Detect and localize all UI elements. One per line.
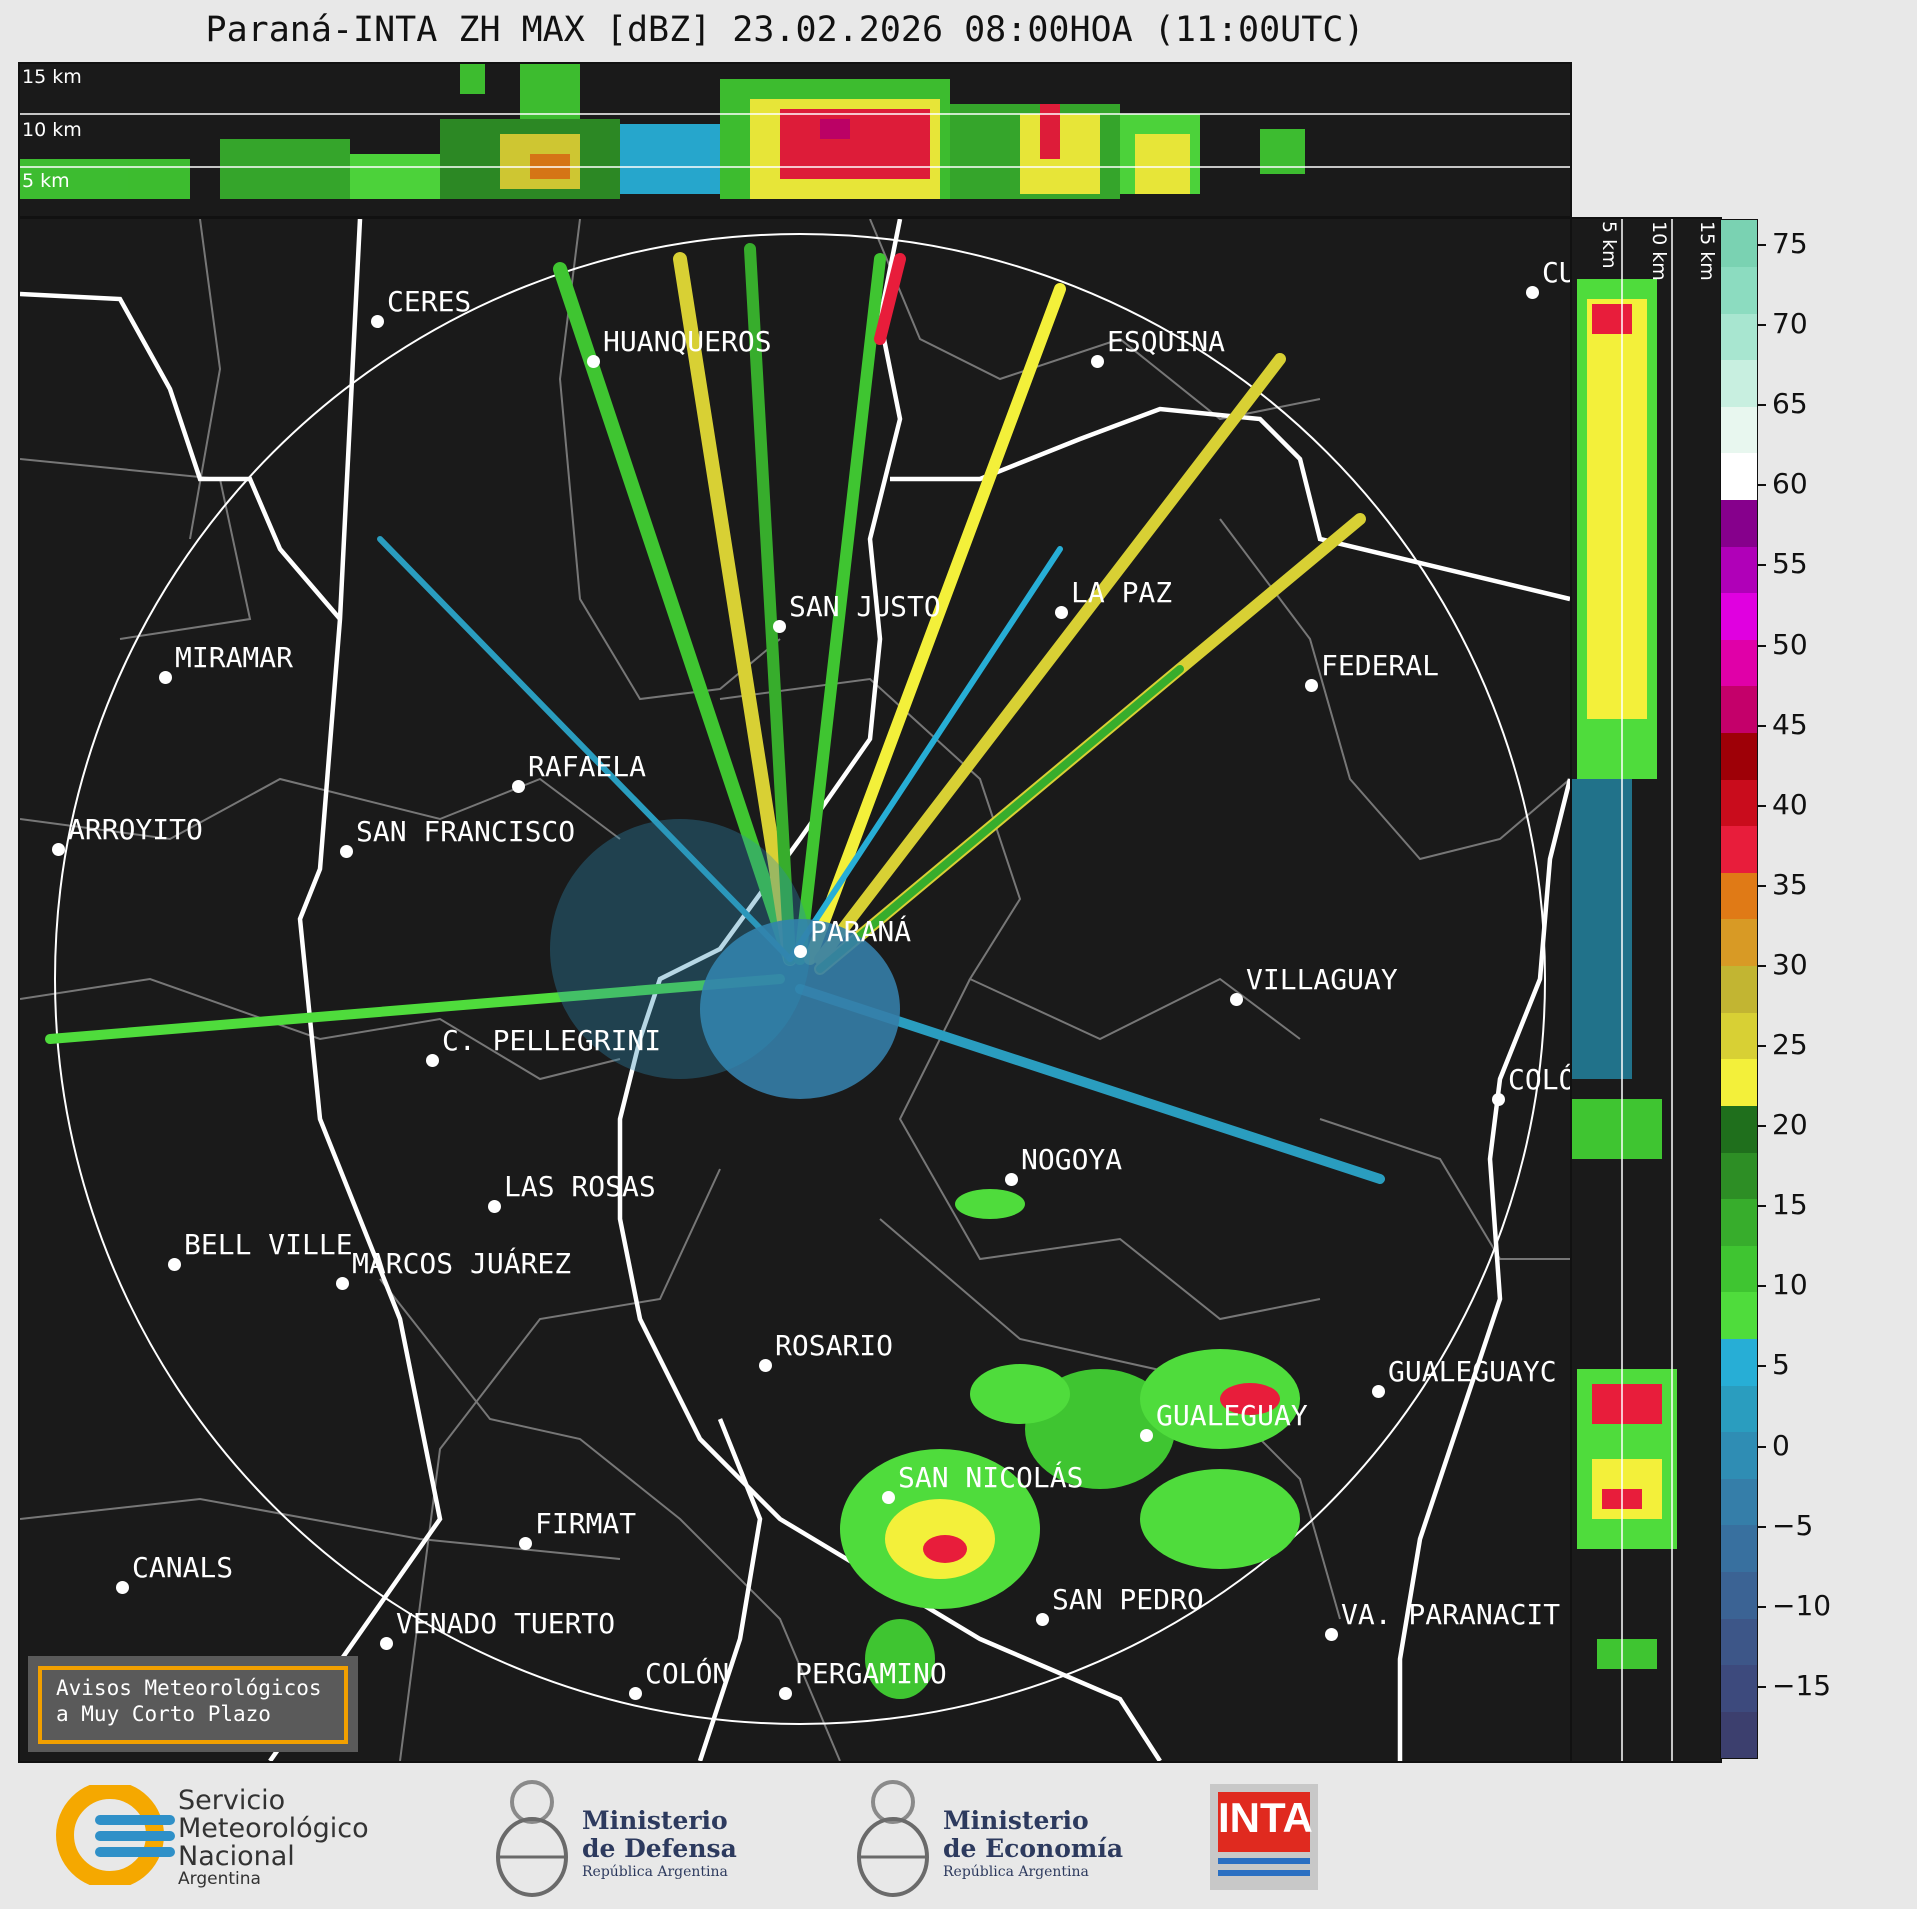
map-title: Paraná-INTA ZH MAX [dBZ] 23.02.2026 08:0… (205, 10, 1365, 50)
inta-logo: INTA (1210, 1784, 1318, 1890)
colorbar-tick-label: 30 (1772, 947, 1808, 981)
colorbar-tick-label: 15 (1772, 1188, 1808, 1222)
colorbar-tick (1758, 1445, 1766, 1448)
colorbar-segment (1721, 779, 1757, 827)
radar-range-ring (54, 233, 1546, 1725)
colorbar-tick-label: 60 (1772, 467, 1808, 501)
colorbar-tick-label: 20 (1772, 1108, 1808, 1142)
colorbar-segment (1721, 1058, 1757, 1106)
radar-map-panel: CERES HUANQUEROS ESQUINA CU SAN JUSTO LA… (18, 217, 1572, 1763)
colorbar-segment (1721, 1664, 1757, 1712)
inta-logo-text: INTA (1218, 1794, 1313, 1841)
colorbar-segment (1721, 1618, 1757, 1666)
height-label-15km: 15 km (22, 66, 82, 88)
ministerio-defensa-logo: Ministerio de Defensa República Argentin… (492, 1772, 752, 1902)
colorbar-tick-label: 25 (1772, 1028, 1808, 1061)
colorbar-tick (1758, 1605, 1766, 1608)
colorbar-segment (1721, 1711, 1757, 1759)
colorbar-tick (1758, 644, 1766, 647)
colorbar-segment (1721, 965, 1757, 1013)
height-label-10km: 10 km (22, 119, 82, 141)
colorbar-tick-label: 5 (1772, 1348, 1790, 1382)
storm-cells (840, 1189, 1300, 1699)
colorbar-segment (1721, 592, 1757, 640)
coat-of-arms-icon (857, 1780, 929, 1897)
warning-line-2: a Muy Corto Plazo (56, 1702, 271, 1726)
colorbar-segment (1721, 686, 1757, 734)
right-height-label-15km: 15 km (1696, 221, 1718, 281)
colorbar-tick-label: 0 (1772, 1428, 1790, 1462)
colorbar-tick-label: 45 (1772, 707, 1808, 741)
warning-line-1: Avisos Meteorológicos (56, 1676, 322, 1700)
colorbar-segment (1721, 1478, 1757, 1526)
colorbar-segment (1721, 266, 1757, 314)
colorbar-tick (1758, 1365, 1766, 1368)
colorbar-segment (1721, 1105, 1757, 1153)
radar-map (20, 219, 1570, 1761)
colorbar-tick-label: −10 (1772, 1588, 1832, 1622)
colorbar-tick-label: 50 (1772, 627, 1808, 661)
ministerio-economia-logo: Ministerio de Economía República Argenti… (853, 1772, 1133, 1902)
right-height-label-10km: 10 km (1648, 221, 1670, 281)
colorbar-segment (1721, 825, 1757, 873)
colorbar-segment (1721, 313, 1757, 361)
colorbar-segment (1721, 499, 1757, 547)
colorbar-segment (1721, 1385, 1757, 1433)
colorbar-tick (1758, 1045, 1766, 1047)
colorbar-tick (1758, 884, 1766, 887)
colorbar-segment (1721, 872, 1757, 920)
radar-echoes (45, 243, 1385, 1184)
colorbar-tick (1758, 564, 1766, 567)
colorbar-tick-label: 10 (1772, 1268, 1808, 1302)
top-cross-section-echoes (20, 64, 1570, 199)
colorbar-tick (1758, 404, 1766, 407)
top-cross-section-panel: 15 km 10 km 5 km (18, 62, 1572, 218)
colorbar-segment (1721, 220, 1757, 267)
colorbar-tick (1758, 1685, 1766, 1688)
colorbar-segment (1721, 1245, 1757, 1293)
warning-badge[interactable]: Avisos Meteorológicos a Muy Corto Plazo (28, 1656, 358, 1752)
colorbar-tick (1758, 484, 1766, 487)
colorbar-segment (1721, 1338, 1757, 1386)
dbz-colorbar (1720, 219, 1758, 1759)
colorbar-tick (1758, 1205, 1766, 1208)
right-cross-section-echoes (1572, 219, 1677, 1761)
colorbar-segment (1721, 1152, 1757, 1200)
coat-of-arms-icon (496, 1780, 568, 1897)
colorbar-segment (1721, 919, 1757, 967)
colorbar-segment (1721, 359, 1757, 407)
colorbar-segment (1721, 1571, 1757, 1619)
colorbar-tick-label: 40 (1772, 787, 1808, 821)
colorbar-tick (1758, 804, 1766, 807)
colorbar-tick (1758, 1525, 1766, 1528)
colorbar-tick-label: 65 (1772, 387, 1808, 421)
colorbar-tick-label: −15 (1772, 1668, 1832, 1702)
colorbar-tick (1758, 324, 1766, 327)
colorbar-segment (1721, 546, 1757, 594)
colorbar-tick-label: 75 (1772, 227, 1808, 260)
colorbar-segment (1721, 1431, 1757, 1479)
colorbar-tick (1758, 1125, 1766, 1128)
colorbar-segment (1721, 1012, 1757, 1060)
colorbar-segment (1721, 639, 1757, 687)
colorbar-tick-label: 35 (1772, 867, 1808, 901)
colorbar-tick (1758, 724, 1766, 727)
colorbar-segment (1721, 406, 1757, 454)
smn-logo: Servicio Meteorológico Nacional Argentin… (55, 1785, 385, 1889)
colorbar-segment (1721, 1524, 1757, 1572)
colorbar-segment (1721, 732, 1757, 780)
colorbar-segment (1721, 1291, 1757, 1339)
colorbar-tick (1758, 1285, 1766, 1288)
colorbar-tick (1758, 244, 1766, 246)
colorbar-tick-label: −5 (1772, 1508, 1814, 1542)
colorbar-tick-label: 70 (1772, 307, 1808, 341)
colorbar-tick-label: 55 (1772, 547, 1808, 581)
colorbar-segment (1721, 1198, 1757, 1246)
right-cross-section-panel: 5 km 10 km 15 km (1570, 217, 1722, 1763)
smn-logo-icon (56, 1785, 175, 1885)
height-label-5km: 5 km (22, 170, 70, 192)
colorbar-tick (1758, 964, 1766, 967)
right-height-label-5km: 5 km (1598, 221, 1620, 269)
colorbar-segment (1721, 453, 1757, 501)
